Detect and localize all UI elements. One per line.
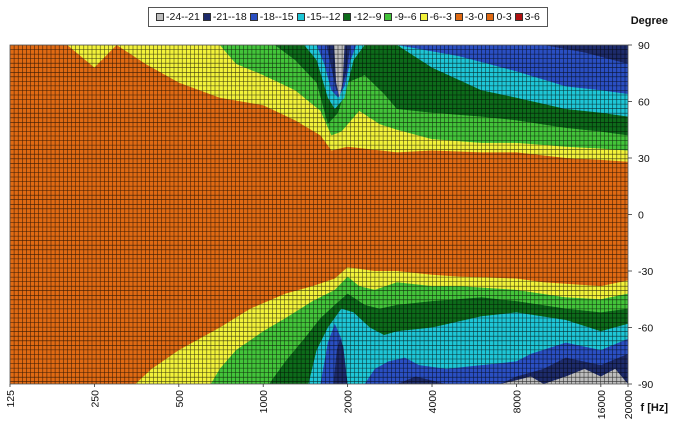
grid (10, 45, 628, 384)
x-tick-label: 16000 (596, 390, 608, 419)
legend-swatch (486, 13, 495, 21)
legend-label: -15--12 (306, 11, 341, 23)
legend-label: -18--15 (259, 11, 294, 23)
x-tick-label: 4000 (427, 390, 439, 414)
x-tick-label: 500 (174, 390, 186, 408)
y-tick-label: 60 (638, 97, 650, 109)
x-tick-label: 2000 (343, 390, 355, 414)
y-tick-label: 90 (638, 40, 650, 52)
y-axis-title: Degree (630, 15, 668, 27)
y-tick-label: -90 (638, 379, 653, 391)
legend-label: -6--3 (429, 11, 452, 23)
legend-item: -24--21 (156, 11, 200, 23)
legend-label: -3-0 (464, 11, 484, 23)
legend-item: 0-3 (486, 11, 512, 23)
x-tick-label: 1000 (258, 390, 270, 414)
legend-label: -21--18 (212, 11, 247, 23)
x-tick-label: 125 (5, 390, 17, 408)
legend-item: -12--9 (343, 11, 381, 23)
legend-item: -6--3 (419, 11, 452, 23)
legend-label: 0-3 (496, 11, 512, 23)
y-tick-label: 30 (638, 153, 650, 165)
legend-swatch (249, 13, 258, 21)
legend-label: -12--9 (353, 11, 382, 23)
y-tick-label: -30 (638, 266, 653, 278)
legend-item: 3-6 (514, 11, 540, 23)
x-tick-label: 250 (89, 390, 101, 408)
legend-swatch (156, 13, 164, 21)
legend-swatch (384, 13, 393, 21)
legend: -24--21 -21--18 -18--15 -15--12 -12--9 -9--6-… (148, 7, 548, 27)
contour-band-lower (10, 368, 628, 384)
x-tick-label: 8000 (511, 390, 523, 414)
legend-label: 3-6 (524, 11, 540, 23)
legend-swatch (296, 13, 305, 21)
y-tick-label: 0 (638, 210, 644, 222)
legend-label: -24--21 (166, 11, 200, 23)
legend-item: -18--15 (249, 11, 294, 23)
legend-swatch (343, 13, 352, 21)
x-axis-title: f [Hz] (640, 402, 669, 414)
legend-item: -3-0 (454, 11, 484, 23)
grid-lines (10, 45, 628, 384)
legend-item: -21--18 (202, 11, 247, 23)
legend-swatch (514, 13, 523, 21)
legend-swatch (202, 13, 211, 21)
legend-item: -15--12 (296, 11, 341, 23)
x-tick-label: 20000 (623, 390, 635, 419)
y-tick-label: -60 (638, 323, 653, 335)
legend-label: -9--6 (394, 11, 417, 23)
legend-item: -9--6 (384, 11, 417, 23)
legend-swatch (454, 13, 463, 21)
legend-swatch (419, 13, 428, 21)
